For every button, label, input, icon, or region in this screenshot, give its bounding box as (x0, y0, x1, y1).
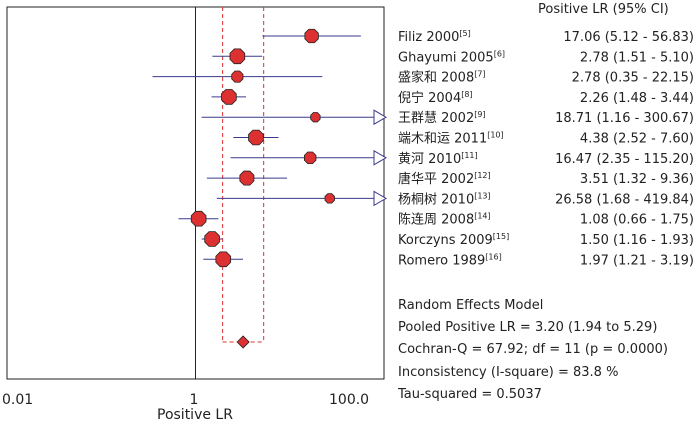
study-name: Ghayumi 2005[6] (398, 49, 505, 65)
study-lr-value: 1.08 (0.66 - 1.75) (580, 213, 694, 228)
study-point (310, 112, 321, 123)
study-point (303, 151, 317, 165)
study-point (190, 210, 207, 227)
study-name: Filiz 2000[5] (398, 29, 471, 45)
study-lr-value: 2.26 (1.48 - 3.44) (580, 91, 694, 106)
x-tick-label-mid: 1 (190, 392, 199, 408)
study-ci-arrow (373, 190, 387, 207)
study-lr-value: 3.51 (1.32 - 9.36) (580, 172, 694, 187)
study-lr-value: 1.97 (1.21 - 3.19) (580, 253, 694, 268)
study-point (204, 231, 220, 247)
study-lr-value: 26.58 (1.68 - 419.84) (555, 192, 694, 207)
summary-model: Random Effects Model (398, 298, 543, 313)
summary-tau: Tau-squared = 0.5037 (397, 387, 542, 402)
study-name: 端木和运 2011[10] (398, 131, 504, 147)
study-ci-arrow (373, 109, 387, 126)
study-lr-value: 2.78 (1.51 - 5.10) (580, 50, 694, 65)
column-header: Positive LR (95% CI) (538, 2, 669, 17)
study-name: 盛家和 2008[7] (398, 70, 486, 86)
study-name: 王群慧 2002[9] (398, 110, 486, 126)
study-lr-value: 1.50 (1.16 - 1.93) (580, 233, 694, 248)
study-point (215, 251, 232, 268)
study-ci-arrow (373, 149, 387, 166)
summary-pooled: Pooled Positive LR = 3.20 (1.94 to 5.29) (398, 320, 657, 335)
study-name: Korczyns 2009[15] (398, 232, 509, 248)
x-tick-label-max: 100.0 (329, 392, 369, 408)
study-name: 杨桐树 2010[13] (398, 191, 491, 207)
study-lr-value: 2.78 (0.35 - 22.15) (572, 71, 694, 86)
study-name: 黄河 2010[11] (398, 151, 478, 167)
study-point (221, 89, 237, 105)
study-lr-value: 4.38 (2.52 - 7.60) (580, 132, 694, 147)
study-lr-value: 16.47 (2.35 - 115.20) (555, 152, 694, 167)
study-point (239, 170, 255, 186)
x-axis-title: Positive LR (157, 407, 233, 423)
study-name: 陈连周 2008[14] (398, 212, 491, 228)
summary-cochran: Cochran-Q = 67.92; df = 11 (p = 0.0000) (398, 342, 668, 357)
study-name: 倪宁 2004[8] (398, 90, 473, 106)
pooled-diamond (236, 335, 250, 349)
study-lr-value: 17.06 (5.12 - 56.83) (563, 30, 694, 45)
summary-inconsistency: Inconsistency (I-square) = 83.8 % (398, 365, 618, 380)
study-point (229, 48, 246, 65)
study-name: Romero 1989[16] (398, 252, 502, 268)
study-name: 唐华平 2002[12] (398, 171, 491, 187)
study-point (304, 28, 319, 44)
study-lr-value: 18.71 (1.16 - 300.67) (555, 111, 694, 126)
study-point (248, 129, 264, 146)
x-tick-label-min: 0.01 (2, 392, 33, 408)
study-point (324, 193, 335, 204)
study-point (231, 70, 244, 83)
